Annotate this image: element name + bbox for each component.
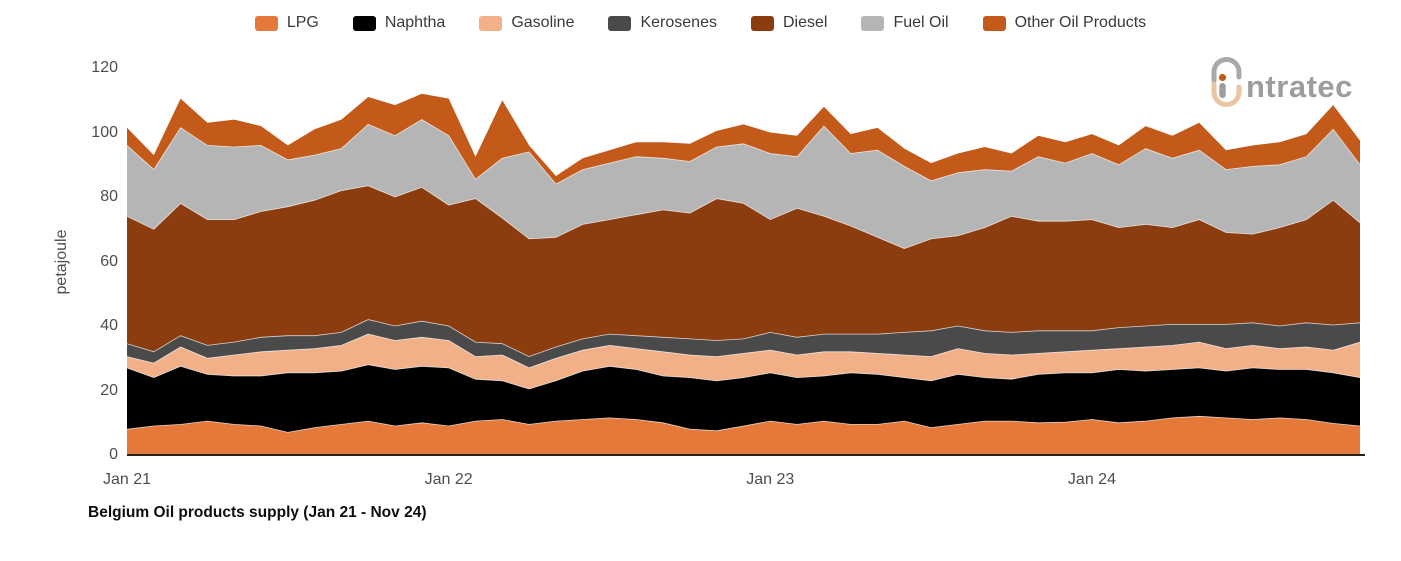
legend-label: Kerosenes [640, 14, 717, 31]
legend-item-gasoline[interactable]: Gasoline [479, 14, 574, 32]
legend-swatch [861, 15, 885, 31]
legend-item-diesel[interactable]: Diesel [750, 14, 828, 32]
legend-swatch [352, 15, 376, 31]
intratec-logo: ntratec [1206, 54, 1364, 113]
boundary-line-diesel [127, 185, 1361, 250]
logo-i-dot [1218, 73, 1227, 82]
legend-item-kerosenes[interactable]: Kerosenes [608, 14, 717, 32]
legend-label: Diesel [782, 14, 828, 31]
y-tick-100: 100 [91, 123, 118, 141]
legend-label: Fuel Oil [893, 14, 949, 31]
boundary-line-fuel-oil [127, 119, 1361, 185]
chart-legend: LPG Naphtha Gasoline Kerosenes Diesel Fuel Oi… [0, 14, 1401, 32]
x-tick-jan-24: Jan 24 [1067, 471, 1116, 488]
logo-wordmark: ntratec [1246, 69, 1353, 104]
logo-arc-bottom [1211, 81, 1242, 107]
x-tick-jan-22: Jan 22 [424, 471, 473, 488]
legend-swatch [479, 15, 503, 31]
logo-i-stem [1219, 83, 1226, 98]
legend-item-lpg[interactable]: LPG [254, 14, 319, 32]
y-tick-20: 20 [100, 381, 118, 399]
legend-swatch [750, 15, 774, 31]
intratec-logo-svg: ntratec [1211, 57, 1353, 107]
chart-caption: Belgium Oil products supply (Jan 21 - No… [88, 504, 427, 521]
legend-label: Naphtha [384, 14, 446, 31]
x-tick-jan-21: Jan 21 [102, 471, 152, 488]
legend-item-other-oil-products[interactable]: Other Oil Products [982, 14, 1147, 32]
boundary-line-lpg [127, 415, 1361, 433]
y-tick-80: 80 [100, 188, 118, 205]
legend-swatch [254, 15, 278, 31]
legend-item-fuel-oil[interactable]: Fuel Oil [861, 14, 949, 32]
x-tick-jan-23: Jan 23 [746, 471, 795, 488]
legend-swatch [982, 15, 1006, 31]
legend-item-naphtha[interactable]: Naphtha [352, 14, 446, 32]
stacked-area-plot [127, 93, 1361, 456]
x-axis-line [127, 454, 1365, 456]
logo-arc-top [1211, 57, 1242, 84]
legend-label: Gasoline [511, 14, 575, 31]
y-tick-60: 60 [100, 252, 118, 270]
boundary-line-naphtha [127, 364, 1361, 390]
boundary-line-kerosenes [127, 319, 1361, 358]
boundary-line-gasoline [127, 333, 1361, 369]
y-tick-120: 120 [91, 59, 118, 76]
legend-swatch [608, 15, 632, 31]
area-lpg [127, 416, 1360, 455]
legend-label: Other Oil Products [1014, 14, 1147, 31]
y-tick-40: 40 [100, 317, 118, 334]
y-tick-0: 0 [109, 446, 118, 463]
legend-label: LPG [286, 14, 319, 31]
